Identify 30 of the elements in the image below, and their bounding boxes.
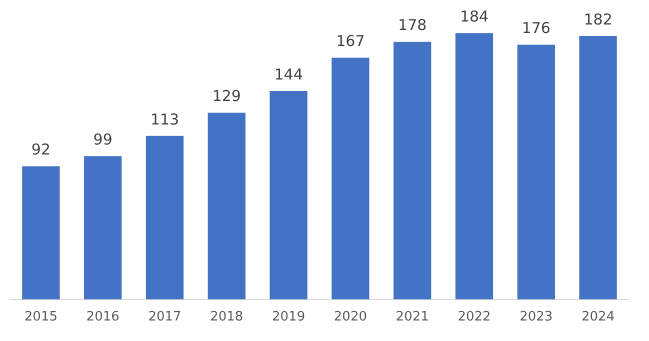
data-label: 144	[274, 65, 303, 84]
bar	[208, 112, 246, 300]
bar	[146, 136, 184, 300]
x-tick-label: 2015	[24, 310, 58, 325]
bar	[455, 33, 494, 300]
data-label: 92	[31, 140, 50, 159]
bar	[394, 42, 432, 300]
x-tick-label: 2020	[334, 310, 367, 325]
data-label: 178	[398, 16, 427, 34]
data-label: 182	[584, 10, 612, 28]
data-label: 113	[150, 110, 180, 128]
data-label: 167	[336, 32, 365, 50]
bar	[579, 36, 617, 300]
bar	[22, 166, 60, 300]
data-label: 129	[212, 87, 241, 106]
x-tick-label: 2018	[210, 310, 244, 325]
bar	[517, 44, 555, 300]
x-tick-label: 2021	[396, 310, 429, 325]
bar	[84, 156, 122, 300]
x-tick-label: 2022	[458, 310, 491, 325]
bar	[332, 58, 370, 300]
data-label: 184	[460, 8, 489, 26]
x-tick-label: 2017	[148, 310, 182, 325]
x-tick-label: 2023	[520, 310, 553, 325]
data-label: 176	[522, 19, 550, 38]
bar	[270, 91, 308, 300]
x-tick-label: 2016	[86, 310, 120, 325]
data-label: 99	[93, 130, 112, 149]
x-tick-label: 2019	[272, 310, 306, 325]
x-tick-label: 2024	[582, 310, 615, 325]
